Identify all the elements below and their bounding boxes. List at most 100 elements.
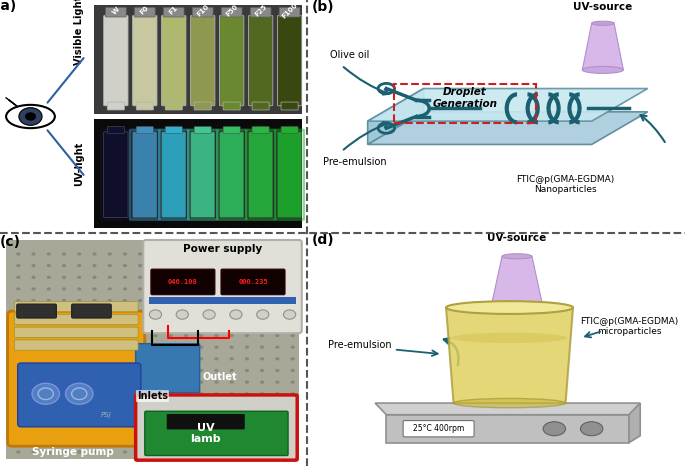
FancyBboxPatch shape (143, 240, 302, 333)
Circle shape (290, 322, 295, 325)
Circle shape (123, 322, 127, 325)
Circle shape (199, 322, 203, 325)
Circle shape (123, 310, 127, 314)
Circle shape (32, 439, 36, 442)
Circle shape (290, 252, 295, 255)
Circle shape (229, 264, 234, 267)
Circle shape (275, 310, 279, 314)
Circle shape (62, 450, 66, 454)
FancyBboxPatch shape (136, 395, 297, 460)
Text: (a): (a) (0, 0, 16, 13)
Circle shape (62, 275, 66, 279)
Text: PSJ: PSJ (101, 412, 112, 418)
Circle shape (229, 450, 234, 454)
Circle shape (260, 357, 264, 361)
Circle shape (199, 346, 203, 349)
Circle shape (275, 287, 279, 291)
Circle shape (260, 275, 264, 279)
Circle shape (199, 310, 203, 314)
Circle shape (62, 439, 66, 442)
Circle shape (123, 450, 127, 454)
Circle shape (275, 252, 279, 255)
Circle shape (169, 310, 173, 314)
Circle shape (169, 334, 173, 337)
Circle shape (199, 392, 203, 395)
FancyBboxPatch shape (281, 102, 298, 110)
FancyBboxPatch shape (165, 126, 182, 133)
Circle shape (149, 310, 162, 319)
FancyBboxPatch shape (277, 15, 302, 106)
Circle shape (108, 299, 112, 302)
Circle shape (62, 380, 66, 384)
Circle shape (245, 264, 249, 267)
Circle shape (32, 310, 36, 314)
Circle shape (290, 357, 295, 361)
Circle shape (176, 310, 188, 319)
Circle shape (123, 404, 127, 407)
FancyBboxPatch shape (223, 102, 240, 110)
Circle shape (62, 357, 66, 361)
Circle shape (229, 334, 234, 337)
Circle shape (169, 404, 173, 407)
Circle shape (92, 252, 97, 255)
Circle shape (62, 334, 66, 337)
Circle shape (214, 264, 219, 267)
Circle shape (184, 322, 188, 325)
Circle shape (184, 357, 188, 361)
FancyBboxPatch shape (149, 297, 296, 304)
FancyBboxPatch shape (14, 302, 138, 312)
Circle shape (47, 275, 51, 279)
Circle shape (260, 416, 264, 418)
Circle shape (138, 450, 142, 454)
Circle shape (214, 275, 219, 279)
FancyBboxPatch shape (14, 327, 138, 337)
Text: Power supply: Power supply (183, 244, 262, 254)
Text: F25: F25 (253, 3, 268, 18)
Circle shape (290, 264, 295, 267)
Circle shape (199, 380, 203, 384)
FancyBboxPatch shape (18, 363, 141, 427)
Circle shape (16, 322, 21, 325)
FancyBboxPatch shape (103, 15, 128, 106)
Circle shape (108, 252, 112, 255)
Circle shape (260, 380, 264, 384)
Circle shape (123, 299, 127, 302)
Circle shape (108, 264, 112, 267)
Circle shape (260, 404, 264, 407)
Circle shape (184, 369, 188, 372)
Circle shape (214, 322, 219, 325)
Circle shape (214, 380, 219, 384)
FancyBboxPatch shape (162, 15, 186, 106)
FancyBboxPatch shape (95, 5, 302, 114)
Circle shape (169, 427, 173, 431)
Circle shape (77, 404, 82, 407)
Circle shape (138, 287, 142, 291)
Circle shape (245, 275, 249, 279)
Circle shape (229, 357, 234, 361)
Circle shape (260, 439, 264, 442)
FancyBboxPatch shape (133, 132, 157, 218)
Circle shape (245, 369, 249, 372)
Circle shape (290, 310, 295, 314)
Circle shape (47, 357, 51, 361)
Circle shape (275, 275, 279, 279)
Circle shape (245, 357, 249, 361)
Circle shape (16, 264, 21, 267)
FancyBboxPatch shape (277, 132, 302, 218)
FancyBboxPatch shape (249, 15, 273, 106)
Circle shape (214, 404, 219, 407)
Circle shape (153, 439, 158, 442)
Circle shape (260, 287, 264, 291)
Circle shape (260, 264, 264, 267)
FancyBboxPatch shape (8, 311, 145, 446)
Circle shape (123, 416, 127, 418)
Circle shape (123, 357, 127, 361)
Text: Pre-emulsion: Pre-emulsion (328, 340, 392, 350)
Circle shape (138, 346, 142, 349)
Ellipse shape (446, 301, 573, 314)
Circle shape (77, 427, 82, 431)
Circle shape (138, 264, 142, 267)
Circle shape (245, 450, 249, 454)
Circle shape (169, 264, 173, 267)
FancyBboxPatch shape (162, 132, 186, 218)
